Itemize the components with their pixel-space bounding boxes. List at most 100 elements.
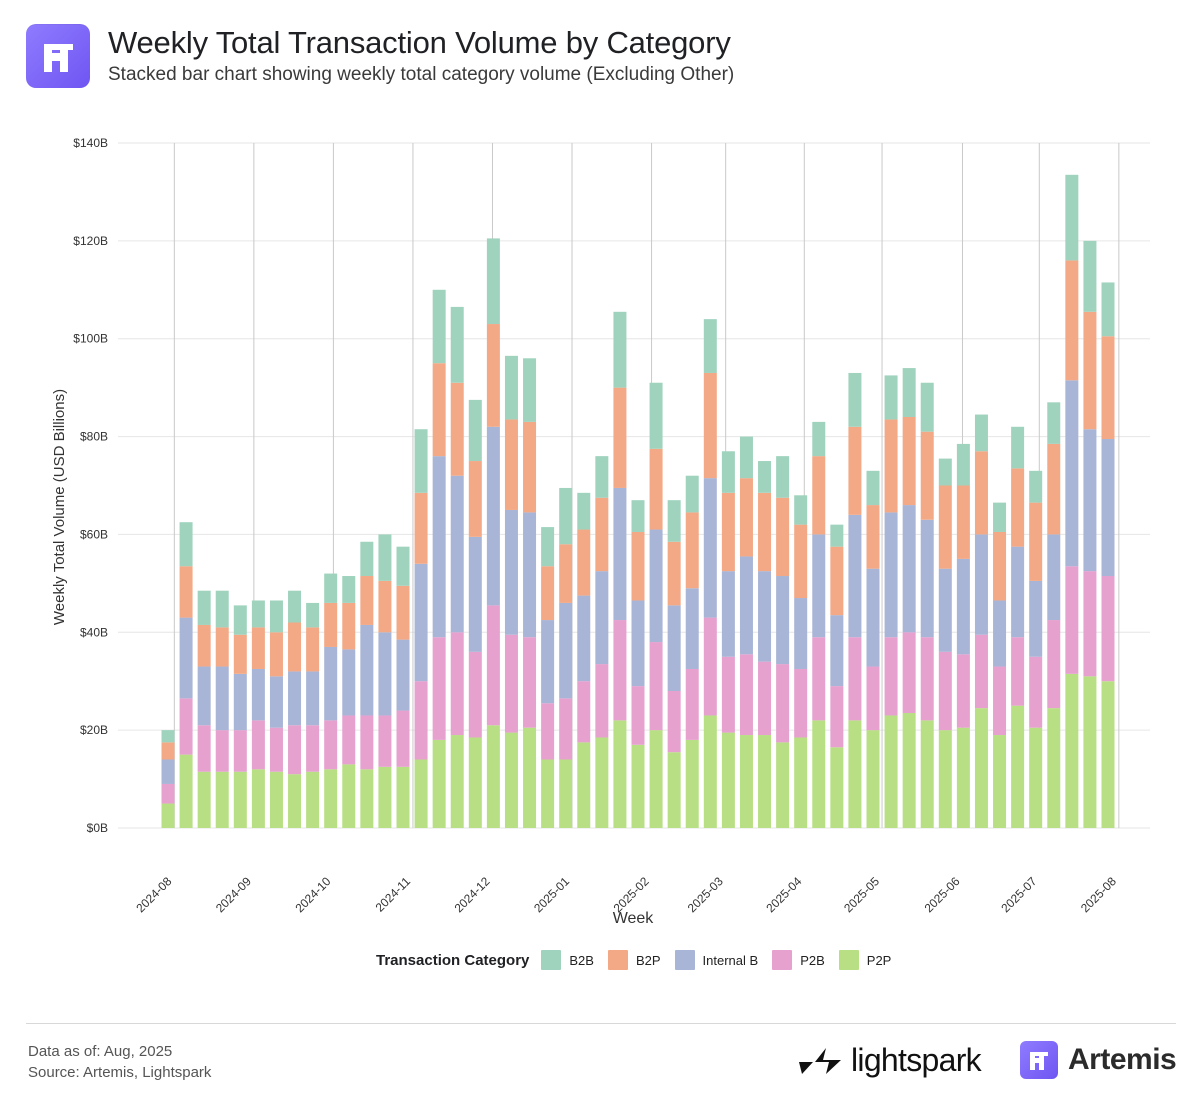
bar-segment-internal-b	[468, 536, 482, 652]
bar-segment-b2p	[504, 419, 518, 510]
artemis-brand: Artemis	[1020, 1041, 1177, 1079]
bar-segment-p2p	[360, 769, 374, 828]
bar-segment-internal-b	[269, 676, 283, 728]
bar-segment-p2p	[504, 732, 518, 828]
bar-segment-p2p	[342, 764, 356, 828]
bar-segment-b2b	[396, 546, 410, 586]
bar-segment-b2p	[233, 634, 247, 674]
bar-segment-p2p	[1047, 708, 1061, 828]
bar-segment-p2p	[559, 759, 573, 828]
x-tick-label: 2025-08	[1078, 874, 1119, 915]
bar-segment-p2b	[1047, 620, 1061, 709]
x-tick-label: 2024-12	[452, 874, 493, 915]
bar-segment-p2b	[288, 725, 302, 775]
y-tick-label: $20B	[80, 723, 108, 737]
legend-label-p2b: P2B	[800, 952, 825, 968]
chart-subtitle: Stacked bar chart showing weekly total c…	[108, 64, 735, 85]
bar-segment-p2b	[884, 637, 898, 716]
bar-segment-b2b	[631, 500, 645, 532]
x-tick-label: 2024-11	[373, 874, 414, 915]
bar-segment-internal-b	[649, 529, 663, 643]
bar-segment-p2b	[504, 634, 518, 733]
legend-swatch-p2b	[772, 950, 793, 970]
bar-segment-b2b	[902, 368, 916, 417]
bar-segment-p2b	[378, 715, 392, 767]
bar-segment-p2b	[848, 637, 862, 721]
bar-segment-b2p	[541, 566, 555, 621]
bar-segment-internal-b	[956, 558, 970, 655]
bar-segment-internal-b	[848, 514, 862, 638]
bar-segment-b2p	[595, 497, 609, 572]
bar-segment-internal-b	[902, 505, 916, 633]
bar-segment-b2p	[324, 602, 338, 647]
bar-segment-p2b	[794, 668, 808, 738]
bar-segment-p2p	[288, 774, 302, 828]
legend-swatch-b2p	[607, 950, 628, 970]
bar-segment-b2p	[432, 363, 446, 457]
x-tick-label: 2025-07	[998, 874, 1039, 915]
bar-segment-p2b	[468, 651, 482, 738]
bar-segment-internal-b	[559, 602, 573, 699]
bar-segment-p2p	[1011, 705, 1025, 828]
bar-segment-internal-b	[360, 624, 374, 716]
bar-segment-b2b	[468, 399, 482, 462]
bar-segment-b2b	[288, 590, 302, 623]
bar-segment-internal-b	[1083, 429, 1097, 572]
bar-segment-b2b	[993, 502, 1007, 532]
bar-segment-b2b	[794, 495, 808, 525]
bar-segment-p2p	[215, 771, 229, 828]
bar-segment-internal-b	[523, 512, 537, 638]
source-text: Source: Artemis, Lightspark	[28, 1064, 212, 1081]
bar-segment-b2p	[306, 627, 320, 672]
bar-segment-p2p	[269, 771, 283, 828]
bar-segment-b2p	[812, 456, 826, 535]
bar-segment-b2p	[776, 497, 790, 577]
legend-item-internal-b: Internal B	[674, 950, 758, 970]
bar-segment-p2b	[667, 691, 681, 753]
bar-segment-p2p	[721, 732, 735, 828]
bar-segment-p2p	[974, 708, 988, 828]
bar-segment-internal-b	[703, 478, 717, 618]
bar-segment-internal-b	[324, 646, 338, 721]
bar-segment-b2b	[197, 590, 211, 625]
stacked-bar-chart: $0B $20B $40B $60B $80B $100B $120B $140B 2024-0…	[51, 136, 1150, 927]
bar-segment-p2b	[414, 681, 428, 760]
bar-segment-p2p	[1101, 681, 1115, 828]
bar-segment-b2p	[866, 505, 880, 569]
bar-segment-p2p	[1065, 673, 1079, 828]
bar-segment-internal-b	[812, 534, 826, 638]
bar-segment-b2b	[1011, 426, 1025, 469]
bar-segment-internal-b	[993, 600, 1007, 667]
bar-segment-b2b	[1029, 470, 1043, 503]
bar-segment-b2b	[233, 605, 247, 635]
chart-bars	[161, 174, 1115, 828]
bar-segment-b2p	[956, 485, 970, 559]
bar-segment-p2p	[179, 754, 193, 828]
bar-segment-p2p	[396, 766, 410, 828]
artemis-logo-icon	[26, 24, 90, 88]
footer-divider	[26, 1023, 1176, 1024]
bar-segment-internal-b	[432, 456, 446, 638]
bar-segment-p2b	[251, 720, 265, 770]
bar-segment-b2b	[342, 576, 356, 603]
bar-segment-internal-b	[450, 475, 464, 633]
bar-segment-b2p	[649, 448, 663, 530]
x-tick-label: 2025-04	[763, 874, 804, 915]
bar-segment-b2b	[613, 311, 627, 388]
bar-segment-internal-b	[1029, 580, 1043, 657]
footer-meta: Data as of: Aug, 2025 Source: Artemis, L…	[28, 1041, 211, 1083]
x-tick-label: 2025-01	[531, 874, 572, 915]
bar-segment-p2p	[1083, 676, 1097, 828]
artemis-footer-logo-icon	[1020, 1041, 1058, 1079]
bar-segment-p2b	[812, 637, 826, 721]
bar-segment-b2b	[432, 289, 446, 364]
bar-segment-p2b	[1083, 571, 1097, 677]
bar-segment-p2b	[342, 715, 356, 765]
bar-segment-internal-b	[577, 595, 591, 682]
data-as-of-text: Data as of: Aug, 2025	[28, 1043, 173, 1060]
bar-segment-internal-b	[758, 571, 772, 662]
chart-container: $0B $20B $40B $60B $80B $100B $120B $140B 2024-0…	[0, 118, 1200, 938]
bar-segment-p2p	[251, 769, 265, 828]
bar-segment-b2b	[251, 600, 265, 628]
